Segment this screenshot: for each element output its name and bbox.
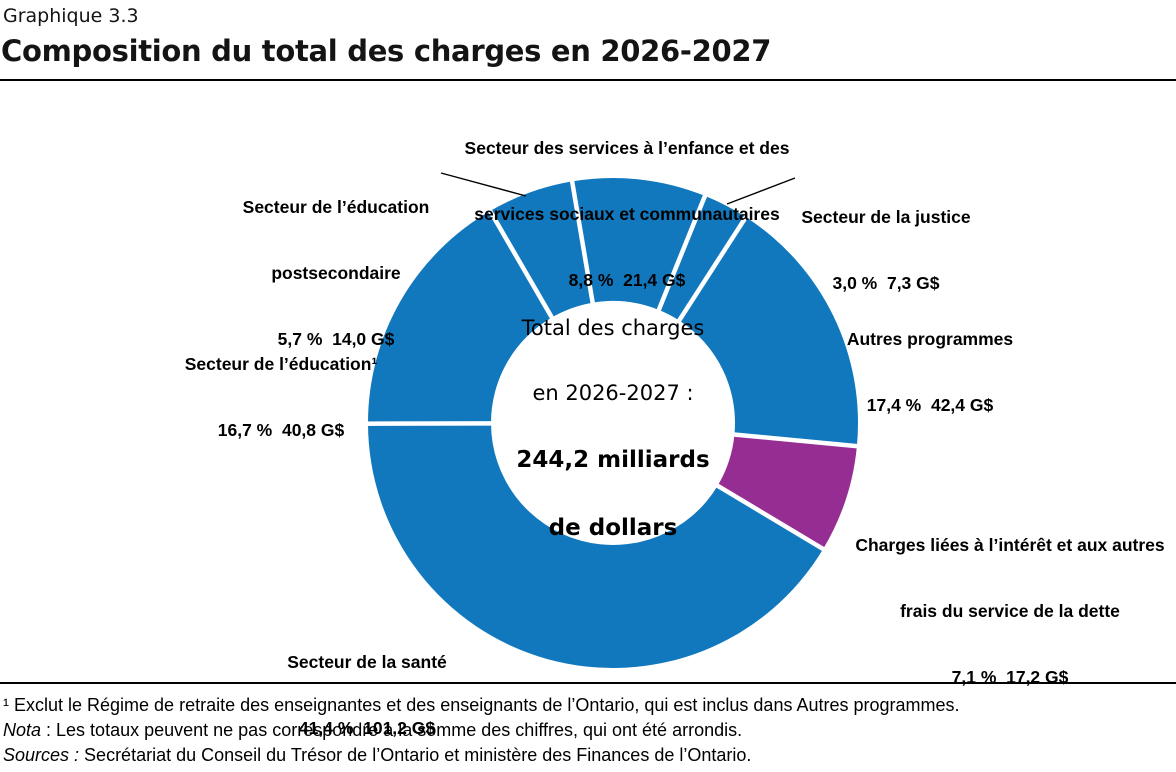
center-total-value: de dollars	[548, 515, 678, 541]
center-label-line: Total des charges	[521, 316, 705, 340]
donut-segment-justice	[658, 195, 746, 321]
callout-value: 8,8 % 21,4 G$	[568, 270, 686, 290]
segment-separator	[728, 431, 863, 449]
callout-sante: Secteur de la santé 41,4 % 101,2 G$	[287, 607, 447, 772]
callout-value: 17,4 % 42,4 G$	[866, 395, 994, 415]
callout-line: Secteur de la santé	[287, 652, 447, 672]
callout-value: 7,1 % 17,2 G$	[951, 667, 1069, 687]
callout-line: postsecondaire	[271, 263, 401, 283]
nota-label: Nota	[3, 720, 42, 740]
donut-segment-postsecondaire	[490, 181, 593, 318]
callout-value: 3,0 % 7,3 G$	[832, 273, 940, 293]
footnote-exclusion: ¹ Exclut le Régime de retraite des ensei…	[3, 695, 960, 715]
donut-segment-interet-dette	[717, 434, 857, 549]
callout-line: Secteur de la justice	[801, 207, 971, 227]
leader-line-postsecondaire	[440, 172, 527, 197]
callout-education: Secteur de l’éducation¹ 16,7 % 40,8 G$	[185, 309, 378, 485]
callout-line: Charges liées à l’intérêt et aux autres	[855, 535, 1165, 555]
callout-postsecondaire: Secteur de l’éducation postsecondaire 5,…	[243, 152, 430, 394]
footnote-nota: Nota : Les totaux peuvent ne pas corresp…	[3, 718, 742, 742]
leader-lines	[440, 172, 796, 205]
donut-center-label: Total des charges en 2026-2027 : 244,2 m…	[516, 277, 709, 581]
donut-segment-education	[367, 211, 552, 424]
callout-line: services sociaux et communautaires	[474, 204, 780, 224]
footnote-sources: Sources : Secrétariat du Conseil du Trés…	[3, 743, 751, 767]
segment-separator	[711, 480, 829, 554]
donut-segment-autres-programmes	[679, 217, 859, 447]
callout-line: Secteur de l’éducation¹	[184, 354, 378, 374]
center-label-line: en 2026-2027 :	[532, 381, 694, 405]
callout-line: Autres programmes	[846, 329, 1014, 349]
callout-value: 16,7 % 40,8 G$	[217, 420, 345, 440]
chart-number: Graphique 3.3	[3, 5, 139, 27]
segment-separator	[654, 190, 709, 317]
segment-separator	[569, 176, 596, 309]
sources-label: Sources :	[3, 745, 80, 765]
callout-line: frais du service de la dette	[900, 601, 1120, 621]
sources-text: Secrétariat du Conseil du Trésor de l’On…	[79, 745, 752, 765]
callout-value: 5,7 % 14,0 G$	[277, 329, 395, 349]
leader-line-justice	[726, 177, 796, 205]
nota-text: : Les totaux peuvent ne pas correspondre…	[41, 720, 743, 740]
donut-segments	[362, 176, 863, 669]
title-divider	[0, 79, 1176, 81]
callout-autres-programmes: Autres programmes 17,4 % 42,4 G$	[847, 284, 1013, 460]
callout-line: Secteur de l’éducation	[242, 197, 430, 217]
callout-value: 41,4 % 101,2 G$	[298, 718, 436, 738]
segment-separator	[674, 211, 751, 327]
segment-separator	[485, 205, 557, 324]
footer-divider	[0, 682, 1176, 684]
callout-justice: Secteur de la justice 3,0 % 7,3 G$	[801, 162, 970, 338]
callout-enfance: Secteur des services à l’enfance et des …	[465, 93, 790, 335]
callout-line: Secteur des services à l’enfance et des	[464, 138, 790, 158]
center-total-value: 244,2 milliards	[516, 447, 710, 473]
page-title: Composition du total des charges en 2026…	[1, 34, 772, 68]
donut-segment-sante	[368, 423, 824, 669]
